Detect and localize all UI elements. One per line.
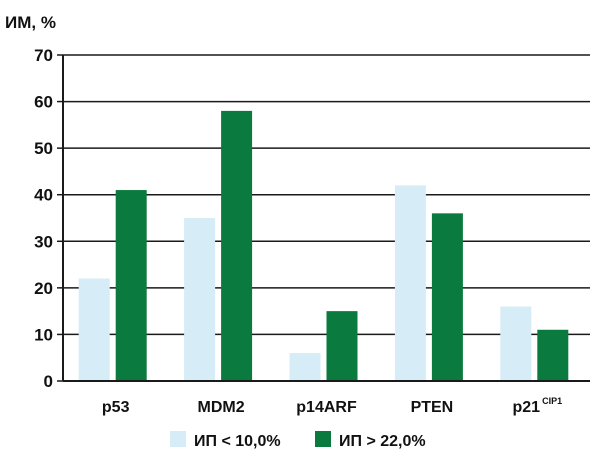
bar-series-2-MDM2 bbox=[221, 110, 253, 381]
tick-labels: 0 10 20 30 40 50 60 70 p53 MDM2 p14ARF PTEN p21 CIP1 bbox=[34, 46, 562, 416]
x-tick-label: p21 CIP1 bbox=[513, 396, 563, 416]
x-tick-label: p53 bbox=[102, 399, 130, 416]
bar-series-2-p21 bbox=[537, 329, 569, 381]
y-tick-label: 30 bbox=[34, 232, 53, 251]
bar-series-2-PTEN bbox=[431, 213, 463, 381]
legend-label: ИП > 22,0% bbox=[339, 433, 426, 450]
bar-series-1-PTEN bbox=[394, 185, 426, 381]
y-tick-label: 10 bbox=[34, 325, 53, 344]
y-tick-label: 50 bbox=[34, 139, 53, 158]
axes bbox=[57, 54, 590, 382]
legend: ИП < 10,0% ИП > 22,0% bbox=[170, 431, 426, 450]
y-tick-label: 0 bbox=[44, 372, 53, 391]
y-tick-label: 70 bbox=[34, 46, 53, 65]
y-tick-label: 40 bbox=[34, 186, 53, 205]
bar-series-1-p14ARF bbox=[289, 353, 321, 381]
x-tick-label: MDM2 bbox=[198, 399, 245, 416]
y-tick-label: 60 bbox=[34, 93, 53, 112]
bars bbox=[78, 110, 569, 381]
bar-series-2-p53 bbox=[115, 190, 147, 381]
y-axis-label: ИМ, % bbox=[5, 13, 56, 32]
bar-series-1-p21 bbox=[500, 306, 532, 381]
bar-series-1-MDM2 bbox=[184, 218, 216, 381]
legend-swatch bbox=[170, 431, 186, 447]
y-tick-label: 20 bbox=[34, 279, 53, 298]
bar-series-2-p14ARF bbox=[326, 311, 358, 381]
grid-lines bbox=[63, 54, 590, 336]
bar-series-1-p53 bbox=[78, 278, 110, 381]
x-tick-label: PTEN bbox=[411, 399, 454, 416]
x-tick-label: p14ARF bbox=[296, 399, 357, 416]
legend-swatch bbox=[315, 431, 331, 447]
legend-label: ИП < 10,0% bbox=[194, 433, 281, 450]
